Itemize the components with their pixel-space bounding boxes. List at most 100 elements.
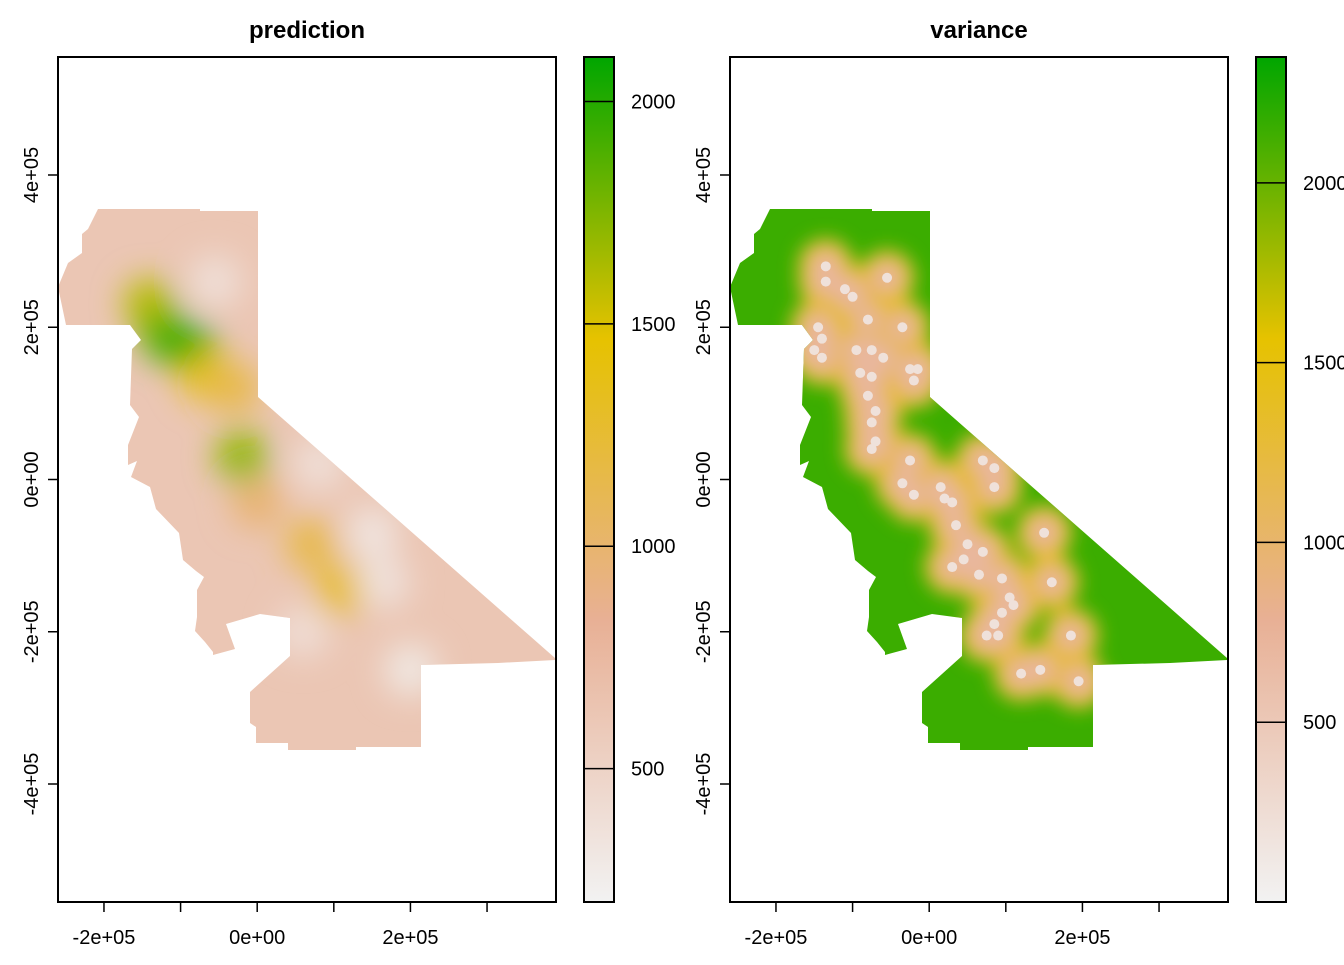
observation-point: [1008, 600, 1019, 611]
observation-point: [870, 405, 881, 416]
x-tick-label: 2e+05: [382, 927, 438, 949]
y-tick-label: 0e+00: [21, 451, 43, 507]
observation-point: [862, 314, 873, 325]
observation-point: [977, 546, 988, 557]
raster-layer-variance: [730, 209, 1227, 750]
legend-tick-label: 1500: [1303, 353, 1344, 375]
observation-point: [882, 272, 893, 283]
x-axis-variance: -2e+05 0e+00 2e+05: [745, 902, 1160, 949]
x-tick-label: 0e+00: [901, 927, 957, 949]
raster-feature: [284, 518, 337, 571]
observation-point: [866, 371, 877, 382]
legend-tick-label: 2000: [631, 91, 676, 113]
y-tick-label: -4e+05: [693, 753, 715, 816]
observation-point: [1073, 676, 1084, 687]
observation-point: [816, 352, 827, 363]
y-tick-label: 2e+05: [21, 299, 43, 355]
y-tick-label: 4e+05: [21, 147, 43, 203]
raster-feature: [315, 563, 368, 616]
raster-feature: [292, 438, 345, 491]
chart-title-prediction: prediction: [249, 17, 365, 44]
x-tick-label: 0e+00: [229, 927, 285, 949]
color-legend-prediction: 500 1000 1500 2000: [583, 56, 676, 903]
observation-point: [996, 607, 1007, 618]
observation-point: [1065, 630, 1076, 641]
x-tick-label: -2e+05: [73, 927, 136, 949]
legend-tick-label: 500: [631, 759, 664, 781]
x-tick-label: 2e+05: [1054, 927, 1110, 949]
x-tick-label: -2e+05: [745, 927, 808, 949]
observation-point: [947, 562, 958, 573]
observation-point: [981, 630, 992, 641]
raster-feature: [208, 362, 261, 415]
raster-feature: [277, 605, 330, 658]
observation-point: [989, 463, 1000, 474]
panel-variance: variance -2e+05 0e+00 2e+05 -4e+05 -2e+05 0e…: [693, 17, 1344, 949]
x-axis-prediction: -2e+05 0e+00 2e+05: [73, 902, 488, 949]
raster-feature: [189, 255, 242, 308]
raster-feature: [346, 506, 399, 559]
legend-tick-label: 2000: [1303, 173, 1344, 195]
y-tick-label: 0e+00: [693, 451, 715, 507]
y-tick-label: 4e+05: [693, 147, 715, 203]
raster-feature: [215, 430, 268, 483]
observation-point: [866, 345, 877, 356]
observation-point: [908, 489, 919, 500]
observation-point: [820, 261, 831, 272]
observation-point: [1039, 527, 1050, 538]
observation-point: [1046, 577, 1057, 588]
observation-point: [813, 322, 824, 333]
observation-point: [951, 520, 962, 531]
color-bar-prediction: [583, 56, 615, 903]
observation-point: [866, 444, 877, 455]
observation-point: [1016, 668, 1027, 679]
observation-point: [977, 455, 988, 466]
observation-point: [962, 539, 973, 550]
observation-point: [897, 322, 908, 333]
observation-point: [816, 333, 827, 344]
legend-tick-label: 1000: [1303, 532, 1344, 554]
observation-point: [820, 276, 831, 287]
observation-point: [870, 436, 881, 447]
observation-point: [839, 284, 850, 295]
observation-point: [905, 364, 916, 375]
observation-point: [908, 375, 919, 386]
y-tick-label: -2e+05: [21, 600, 43, 663]
observation-point: [947, 497, 958, 508]
observation-point: [905, 455, 916, 466]
observation-point: [897, 478, 908, 489]
observation-point: [989, 619, 1000, 630]
raster-feature: [357, 556, 410, 609]
observation-point: [1035, 664, 1046, 675]
observation-point: [851, 345, 862, 356]
observation-point: [862, 390, 873, 401]
observation-point: [847, 291, 858, 302]
y-axis-variance: -4e+05 -2e+05 0e+00 2e+05 4e+05: [693, 147, 730, 816]
raster-feature: [231, 476, 284, 529]
observation-point: [996, 573, 1007, 584]
y-tick-label: 2e+05: [693, 299, 715, 355]
observation-point: [855, 367, 866, 378]
observation-point: [974, 569, 984, 580]
color-legend-variance: 500 1000 1500 2000: [1255, 56, 1344, 903]
y-tick-label: -4e+05: [21, 753, 43, 816]
observation-point: [912, 364, 923, 375]
color-bar-variance: [1255, 56, 1287, 903]
observation-point: [935, 482, 946, 493]
observation-point: [1004, 592, 1015, 603]
y-axis-prediction: -4e+05 -2e+05 0e+00 2e+05 4e+05: [21, 147, 58, 816]
raster-feature: [384, 643, 437, 696]
observation-point: [993, 630, 1004, 641]
panel-prediction: prediction -2e+05 0e+00 2e+05 -4e+05 -2e+05…: [21, 17, 676, 949]
observation-point: [866, 417, 877, 428]
raster-layer-prediction: [58, 209, 555, 750]
chart-title-variance: variance: [930, 17, 1027, 44]
observation-point: [878, 352, 889, 363]
legend-tick-label: 1000: [631, 536, 676, 558]
y-tick-label: -2e+05: [693, 600, 715, 663]
observation-point: [989, 482, 1000, 493]
observation-point: [809, 345, 820, 356]
observation-point: [958, 554, 969, 565]
legend-tick-label: 1500: [631, 314, 676, 336]
